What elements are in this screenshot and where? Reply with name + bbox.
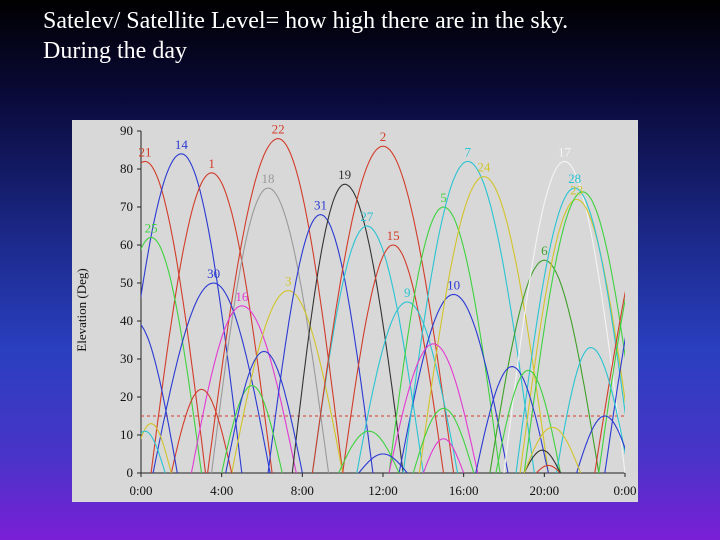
- satellite-track: [523, 449, 561, 473]
- axes: 0 10 20 30 40 50 60 70 80 90 0:00 4:00 8:00 12:00 16:0…: [120, 123, 637, 498]
- y-tick-label: 70: [120, 199, 133, 214]
- satellite-track: [555, 347, 625, 473]
- satellite-track: [338, 430, 400, 473]
- satellite-label-17: 17: [558, 144, 572, 159]
- satellite-label-1: 1: [208, 156, 215, 171]
- elevation-chart: 0 10 20 30 40 50 60 70 80 90 0:00 4:00 8:00 12:00 16:0…: [74, 122, 637, 498]
- slide-title-line-1: Satelev/ Satellite Level= how high there…: [43, 8, 569, 34]
- satellite-track: [475, 366, 549, 473]
- slide-title-line-2: During the day: [43, 38, 187, 64]
- satellite-label-16: 16: [235, 289, 249, 304]
- y-tick-label: 60: [120, 237, 133, 252]
- satellite-track-1: [150, 172, 273, 473]
- satellite-label-19: 19: [338, 167, 351, 182]
- satellite-track: [523, 191, 625, 473]
- satellite-label-31: 31: [314, 198, 327, 213]
- satellite-label-22: 22: [272, 122, 285, 137]
- x-tick-label: 20:00: [530, 483, 560, 498]
- satellite-label-6: 6: [541, 243, 548, 258]
- satellite-track-27: [311, 225, 424, 473]
- satellite-track-3: [231, 290, 344, 473]
- x-tick-label: 0:00: [613, 483, 636, 498]
- satellite-track: [170, 388, 233, 473]
- satellite-track-21: [141, 160, 207, 473]
- satellite-track-9: [356, 301, 459, 473]
- satellite-label-3: 3: [285, 274, 292, 289]
- satellite-label-10: 10: [447, 277, 460, 292]
- y-tick-label: 10: [120, 427, 133, 442]
- y-tick-label: 50: [120, 275, 133, 290]
- satellite-track: [388, 343, 479, 473]
- satellite-track: [535, 464, 561, 473]
- satellite-label-7: 7: [464, 144, 471, 159]
- satellite-track: [221, 385, 283, 473]
- x-tick-label: 16:00: [449, 483, 479, 498]
- satellite-track: [141, 430, 166, 473]
- satellite-track-2: [311, 145, 455, 473]
- y-tick-label: 40: [120, 313, 133, 328]
- satellite-track-6: [489, 259, 600, 473]
- satellite-track-5: [388, 206, 501, 473]
- satellite-track: [576, 415, 625, 473]
- x-tick-label: 12:00: [368, 483, 398, 498]
- y-tick-label: 20: [120, 389, 133, 404]
- satellite-label-15: 15: [387, 228, 400, 243]
- satellite-track: [358, 453, 408, 473]
- satellite-label-5: 5: [440, 190, 447, 205]
- slide-title: Satelev/ Satellite Level= how high there…: [43, 6, 703, 66]
- satellite-track: [598, 297, 625, 473]
- satellite-track-24: [418, 176, 549, 473]
- satellite-track-31: [267, 214, 374, 473]
- satellite-track-10: [398, 293, 509, 473]
- satellite-track: [412, 407, 475, 473]
- satellite-label-30: 30: [207, 266, 220, 281]
- satellite-label-25: 25: [145, 220, 158, 235]
- satellite-track-14: [141, 153, 243, 473]
- x-tick-label: 8:00: [291, 483, 314, 498]
- y-tick-label: 80: [120, 161, 133, 176]
- x-tick-label: 0:00: [129, 483, 152, 498]
- satellite-track: [141, 324, 178, 473]
- satellite-track-7: [402, 160, 535, 473]
- satellite-track-28: [515, 187, 625, 473]
- series-group: [141, 138, 625, 473]
- satellite-track: [141, 423, 172, 473]
- y-tick-label: 0: [127, 465, 134, 480]
- satellite-track: [495, 369, 562, 473]
- satellite-track-23: [519, 198, 625, 473]
- y-tick-label: 30: [120, 351, 133, 366]
- satellite-label-24: 24: [477, 160, 491, 175]
- satellite-label-28: 28: [568, 171, 581, 186]
- satellite-track-22: [207, 138, 344, 473]
- satellite-track-17: [503, 160, 625, 473]
- satellite-label-27: 27: [360, 209, 374, 224]
- y-tick-label: 90: [120, 123, 133, 138]
- elevation-chart-panel: 0 10 20 30 40 50 60 70 80 90 0:00 4:00 8:00 12:00 16:0…: [72, 120, 638, 502]
- satellite-track-15: [342, 244, 445, 473]
- satellite-label-23: 23: [570, 182, 583, 197]
- satellite-track-19: [291, 183, 404, 473]
- satellite-track: [594, 290, 625, 473]
- satellite-track: [225, 350, 303, 473]
- satellite-label-21: 21: [139, 144, 152, 159]
- satellite-label-2: 2: [380, 129, 387, 144]
- satellite-label-14: 14: [175, 137, 189, 152]
- satellite-label-18: 18: [262, 171, 275, 186]
- y-axis-title: Elevation (Deg): [74, 268, 89, 351]
- satellite-track: [523, 426, 582, 473]
- satellite-label-9: 9: [404, 285, 411, 300]
- satellite-track: [422, 438, 465, 473]
- satellite-track-25: [141, 236, 203, 473]
- x-tick-label: 4:00: [210, 483, 233, 498]
- satellite-track-30: [152, 282, 271, 473]
